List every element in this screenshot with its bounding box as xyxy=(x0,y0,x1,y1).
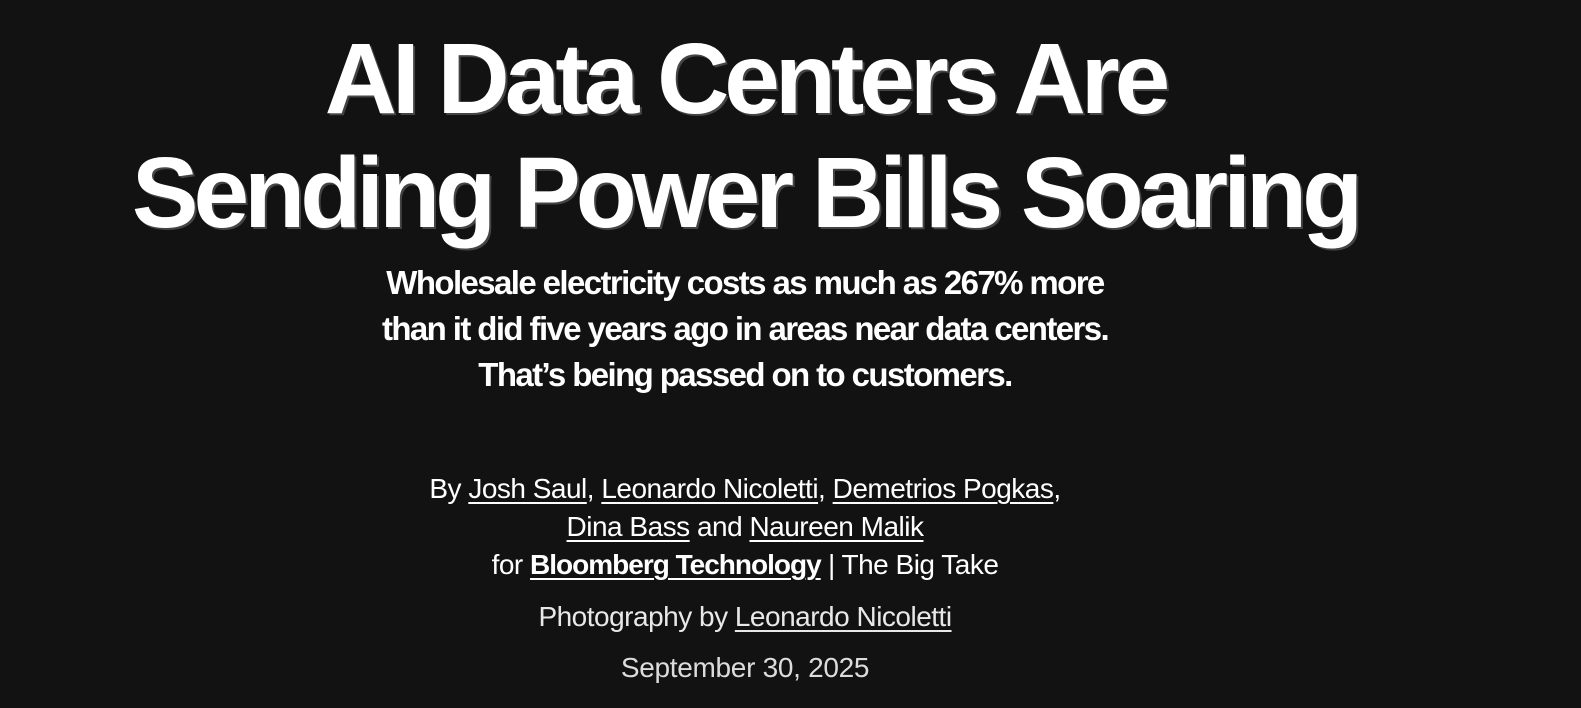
photographer-link[interactable]: Leonardo Nicoletti xyxy=(734,601,952,632)
byline-separator: | xyxy=(827,549,835,580)
author-link[interactable]: Leonardo Nicoletti xyxy=(601,473,819,504)
dek: Wholesale electricity costs as much as 2… xyxy=(0,260,1490,398)
photography-credit: Photography by Leonardo Nicoletti xyxy=(0,598,1490,636)
dek-line-1: Wholesale electricity costs as much as 2… xyxy=(386,264,1105,301)
byline-and: and xyxy=(696,511,743,542)
byline-prefix: By xyxy=(429,473,462,504)
byline-for: for xyxy=(491,549,524,580)
publish-date: September 30, 2025 xyxy=(620,652,870,683)
author-link[interactable]: Naureen Malik xyxy=(749,511,924,542)
dek-line-2: than it did five years ago in areas near… xyxy=(381,310,1110,347)
headline-line-1: AI Data Centers Are xyxy=(324,23,1170,135)
headline-line-2: Sending Power Bills Soaring xyxy=(131,137,1363,249)
author-link[interactable]: Demetrios Pogkas xyxy=(832,473,1054,504)
photography-prefix: Photography by xyxy=(538,601,728,632)
author-link[interactable]: Dina Bass xyxy=(566,511,691,542)
headline: AI Data Centers Are Sending Power Bills … xyxy=(0,22,1490,250)
section-label: The Big Take xyxy=(841,549,999,580)
dek-line-3: That’s being passed on to customers. xyxy=(478,356,1013,393)
author-link[interactable]: Josh Saul xyxy=(468,473,587,504)
publication-link[interactable]: Bloomberg Technology xyxy=(530,549,822,580)
byline: By Josh Saul, Leonardo Nicoletti, Demetr… xyxy=(429,473,1061,580)
